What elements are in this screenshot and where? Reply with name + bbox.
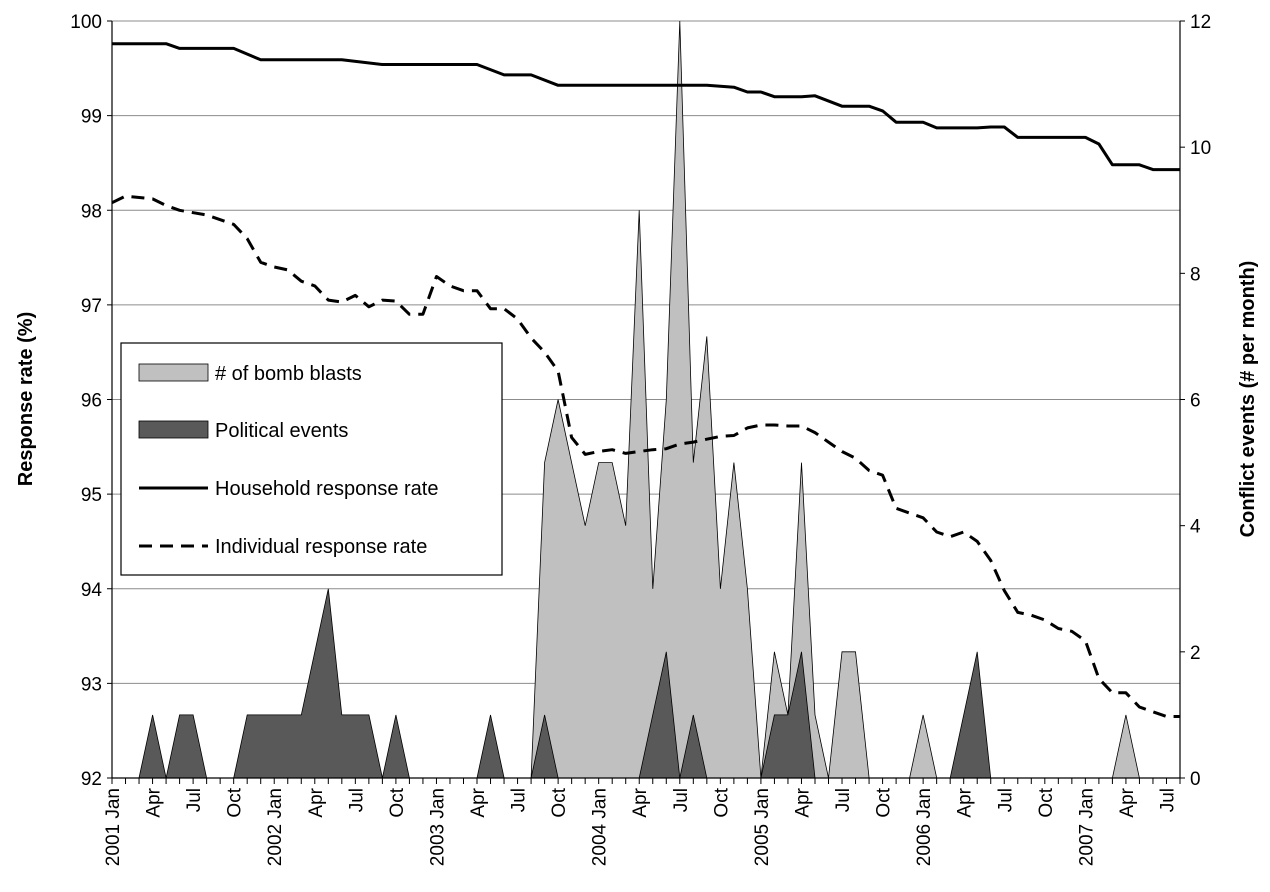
right-axis-ticks: 0 2 4 6 8 10 12 [1180, 12, 1211, 790]
right-tick-label: 4 [1190, 517, 1201, 538]
line-series [111, 42, 1180, 718]
x-tick-label: 2006 Jan [914, 788, 935, 866]
x-tick-label: 2007 Jan [1076, 788, 1097, 866]
legend-swatch-political-events [138, 420, 209, 439]
x-tick-label: Oct [549, 787, 570, 817]
x-tick-label: Jul [833, 788, 854, 812]
x-tick-label: Apr [793, 787, 814, 817]
left-tick-label: 100 [70, 12, 102, 33]
right-tick-label: 6 [1190, 391, 1201, 412]
x-tick-label: 2002 Jan [265, 788, 286, 866]
x-tick-label: Jul [995, 788, 1016, 812]
x-tick-label: Jul [1158, 788, 1179, 812]
legend-label-household: Household response rate [215, 478, 438, 500]
left-axis-title: Response rate (%) [15, 312, 37, 487]
left-tick-label: 93 [81, 674, 102, 695]
left-tick-label: 92 [81, 769, 102, 790]
right-tick-label: 8 [1190, 264, 1201, 285]
legend-label-political-events: Political events [215, 420, 348, 442]
legend: # of bomb blasts Political events Househ… [120, 342, 503, 576]
x-tick-label: 2001 Jan [103, 788, 124, 866]
legend-box [120, 342, 503, 576]
x-tick-label: Oct [874, 787, 895, 817]
x-axis-ticks: 2001 Jan Apr Jul Oct 2002 Jan Apr Jul Oct 2003 J… [103, 787, 1179, 866]
x-tick-label: 2005 Jan [752, 788, 773, 866]
left-tick-label: 99 [81, 107, 102, 128]
x-tick-label: Jul [671, 788, 692, 812]
legend-label-bomb-blasts: # of bomb blasts [215, 363, 362, 385]
right-tick-label: 2 [1190, 643, 1201, 664]
x-tick-label: Oct [1036, 787, 1057, 817]
x-tick-label: 2004 Jan [590, 788, 611, 866]
right-tick-label: 0 [1190, 769, 1201, 790]
legend-swatch-bomb-blasts [138, 363, 209, 382]
x-tick-label: Apr [1117, 787, 1138, 817]
x-tick-label: 2003 Jan [428, 788, 449, 866]
x-tick-label: Apr [468, 787, 489, 817]
legend-label-individual: Individual response rate [215, 536, 427, 558]
left-tick-label: 96 [81, 391, 102, 412]
x-tick-label: Oct [711, 787, 732, 817]
x-tick-label: Oct [387, 787, 408, 817]
right-tick-label: 12 [1190, 12, 1211, 33]
right-tick-label: 10 [1190, 138, 1211, 159]
right-axis-title: Conflict events (# per month) [1237, 261, 1259, 538]
x-tick-label: Apr [144, 787, 165, 817]
left-tick-label: 97 [81, 296, 102, 317]
left-tick-label: 94 [81, 580, 103, 601]
left-tick-label: 95 [81, 485, 102, 506]
line-series-2 [112, 42, 1180, 172]
x-tick-label: Apr [630, 787, 651, 817]
left-axis-ticks: 92 93 94 95 96 97 98 99 100 [70, 12, 112, 790]
x-tick-label: Oct [225, 787, 246, 817]
x-tick-label: Jul [184, 788, 205, 812]
x-tick-label: Jul [346, 788, 367, 812]
x-tick-label: Jul [509, 788, 530, 812]
x-tick-label: Apr [955, 787, 976, 817]
line-series-3 [111, 194, 1180, 718]
x-tick-label: Apr [306, 787, 327, 817]
left-tick-label: 98 [81, 201, 102, 222]
